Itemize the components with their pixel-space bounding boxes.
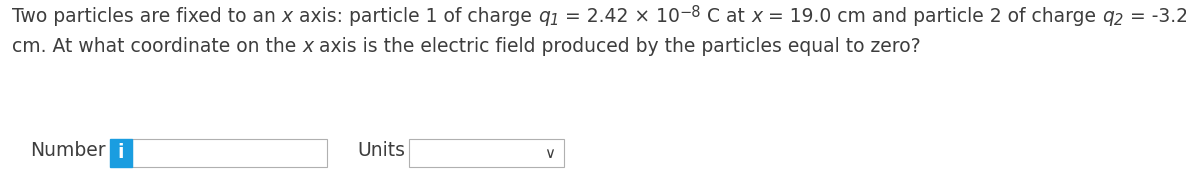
FancyBboxPatch shape bbox=[110, 139, 132, 167]
Text: cm. At what coordinate on the: cm. At what coordinate on the bbox=[12, 37, 302, 56]
Text: = 2.42 × 10: = 2.42 × 10 bbox=[559, 7, 680, 26]
Text: ∨: ∨ bbox=[544, 145, 555, 161]
FancyBboxPatch shape bbox=[409, 139, 565, 167]
Text: q: q bbox=[1102, 7, 1115, 26]
FancyBboxPatch shape bbox=[132, 139, 327, 167]
Text: q: q bbox=[538, 7, 550, 26]
Text: x: x bbox=[302, 37, 313, 56]
Text: 2: 2 bbox=[1115, 13, 1123, 28]
Text: x: x bbox=[751, 7, 763, 26]
Text: −8: −8 bbox=[680, 5, 701, 20]
Text: C at: C at bbox=[701, 7, 751, 26]
Text: axis is the electric field produced by the particles equal to zero?: axis is the electric field produced by t… bbox=[313, 37, 922, 56]
Text: i: i bbox=[117, 144, 125, 162]
Text: Number: Number bbox=[30, 141, 106, 161]
Text: = -3.24: = -3.24 bbox=[1123, 7, 1186, 26]
Text: = 19.0 cm and particle 2 of charge: = 19.0 cm and particle 2 of charge bbox=[763, 7, 1102, 26]
Text: axis: particle 1 of charge: axis: particle 1 of charge bbox=[293, 7, 538, 26]
Text: Two particles are fixed to an: Two particles are fixed to an bbox=[12, 7, 282, 26]
Text: Units: Units bbox=[357, 141, 404, 161]
Text: 1: 1 bbox=[550, 13, 559, 28]
Text: x: x bbox=[282, 7, 293, 26]
